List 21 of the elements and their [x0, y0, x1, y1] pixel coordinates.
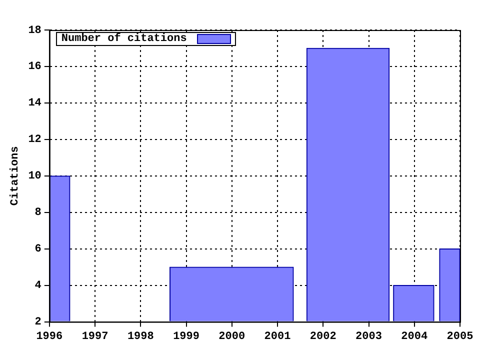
- y-tick-label: 14: [28, 98, 42, 110]
- y-tick-label: 6: [34, 244, 42, 256]
- legend-label: Number of citations: [61, 33, 187, 45]
- x-tick-label: 1996: [36, 331, 63, 344]
- x-tick-label: 2003: [356, 331, 382, 344]
- x-tick-label: 2001: [264, 331, 292, 344]
- y-tick-label: 4: [34, 280, 42, 292]
- y-tick-label: 18: [28, 24, 42, 37]
- x-tick-label: 1999: [173, 331, 200, 344]
- x-tick-label: 2002: [310, 331, 336, 344]
- x-tick-label: 2004: [401, 331, 428, 344]
- y-tick-label: 12: [28, 134, 42, 146]
- y-axis-title: Citations: [9, 146, 22, 206]
- x-tick-label: 1997: [82, 331, 108, 344]
- x-tick-label: 2005: [446, 331, 474, 344]
- y-tick-label: 8: [34, 207, 42, 220]
- x-tick-label: 1998: [127, 331, 154, 344]
- y-tick-label: 2: [34, 316, 42, 329]
- y-tick-label: 10: [28, 170, 42, 183]
- x-tick-label: 2000: [218, 331, 246, 344]
- y-tick-label: 16: [28, 61, 42, 74]
